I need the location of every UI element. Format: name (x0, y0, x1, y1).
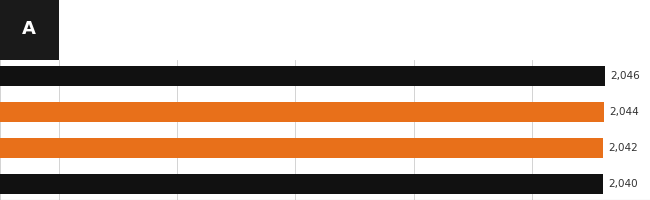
Bar (0, 174, 603, 194)
Text: 2,044: 2,044 (609, 107, 639, 117)
Text: POV-Ray 3.7 Render Benchmark (Multi-Threaded): POV-Ray 3.7 Render Benchmark (Multi-Thre… (68, 18, 474, 33)
Bar (0, 0, 58, 60)
Bar (0, 138, 603, 158)
Text: 2,042: 2,042 (608, 143, 638, 153)
Bar (0, 102, 604, 122)
Bar (0, 66, 604, 86)
Text: A: A (22, 20, 36, 38)
Text: Score (Higher is Better): Score (Higher is Better) (68, 42, 183, 52)
Text: 2,046: 2,046 (610, 71, 640, 81)
Text: 2,040: 2,040 (608, 179, 638, 189)
